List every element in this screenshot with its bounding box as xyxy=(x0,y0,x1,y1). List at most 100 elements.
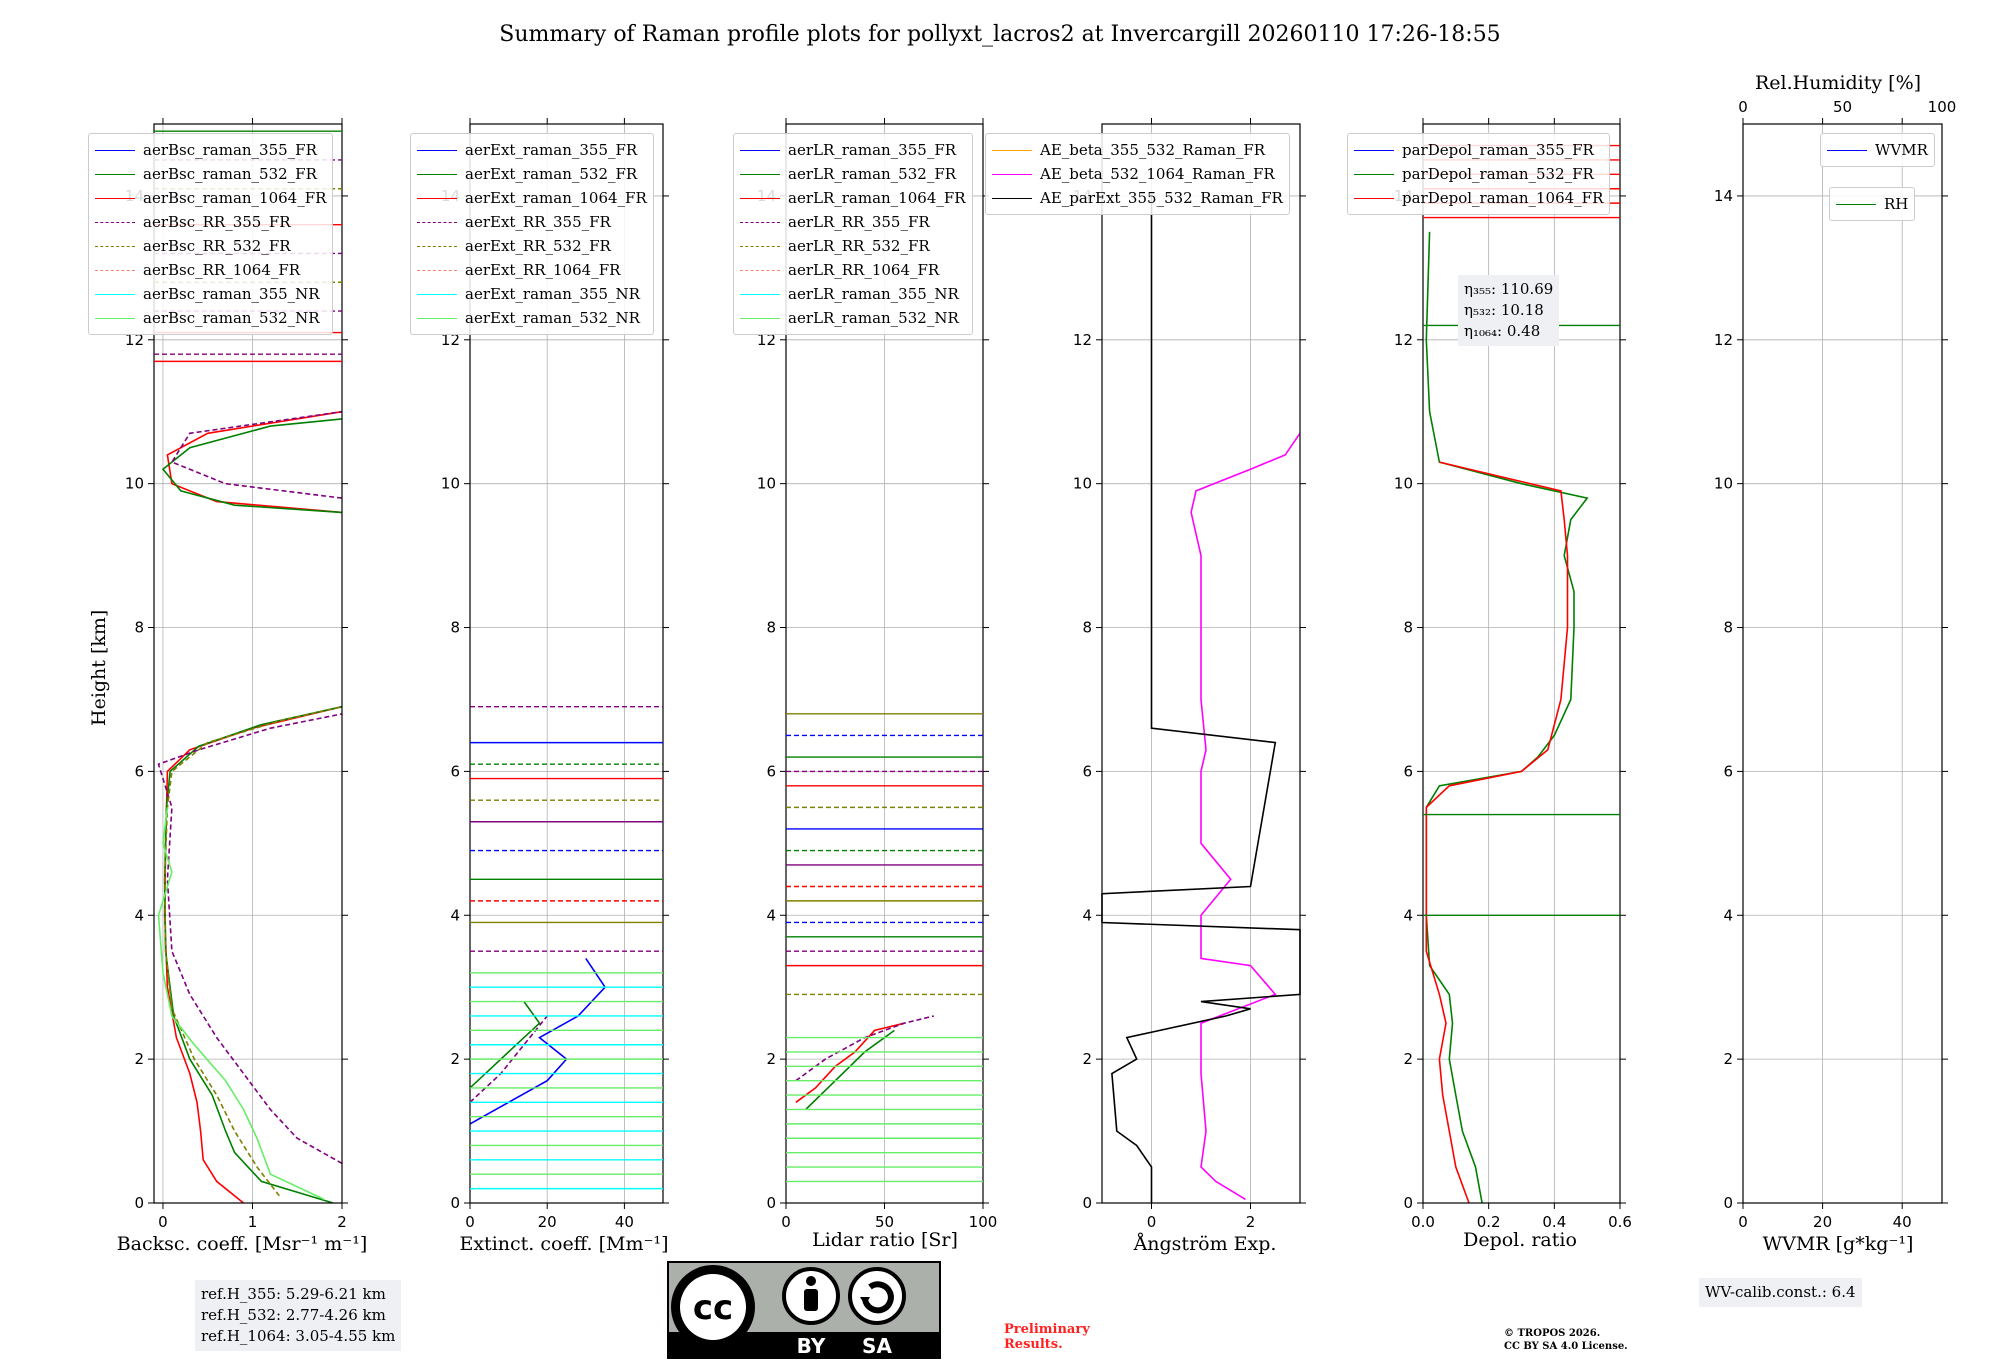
legend-swatch xyxy=(417,173,457,175)
y-tick-label: 4 xyxy=(1403,906,1413,924)
series-aerBsc_cirrus_red xyxy=(166,410,343,514)
y-tick-label: 10 xyxy=(1394,475,1413,493)
series-aerLR_raman_532_FR xyxy=(805,1029,895,1111)
legend-swatch xyxy=(95,293,135,295)
legend-swatch xyxy=(740,221,780,223)
refh-355: ref.H_355: 5.29-6.21 km xyxy=(201,1285,386,1303)
top-xlabel-rh: Rel.Humidity [%] xyxy=(1754,72,1922,94)
y-tick-label: 0 xyxy=(450,1194,460,1212)
x-tick-label: 0.4 xyxy=(1542,1213,1566,1231)
y-tick-label: 8 xyxy=(450,619,460,637)
series-aerLR_RR_355_FR xyxy=(795,1015,934,1082)
y-tick-label: 4 xyxy=(450,906,460,924)
legend-entry: aerLR_raman_532_FR xyxy=(740,162,966,186)
y-tick-label: 6 xyxy=(1082,762,1092,780)
y-tick-label: 6 xyxy=(1403,762,1413,780)
legend-entry: parDepol_raman_532_FR xyxy=(1354,162,1603,186)
y-tick-label: 12 xyxy=(125,331,144,349)
legend-entry: WVMR xyxy=(1827,138,1928,162)
legend-label: aerLR_raman_532_FR xyxy=(788,165,957,183)
top-x-tick-label: 0 xyxy=(1738,98,1748,116)
y-tick-label: 6 xyxy=(450,762,460,780)
axes-frame xyxy=(1742,123,1943,1204)
legend-entry: aerBsc_raman_532_FR xyxy=(95,162,326,186)
legend-swatch xyxy=(1354,173,1394,175)
top-x-tick-label: 50 xyxy=(1833,98,1852,116)
legend-entry: aerBsc_raman_1064_FR xyxy=(95,186,326,210)
legend-label: aerLR_raman_532_NR xyxy=(788,309,959,327)
x-tick-label: 1 xyxy=(248,1213,258,1231)
series-aerBsc_raman_532_NR xyxy=(157,807,325,1201)
legend-label: parDepol_raman_355_FR xyxy=(1402,141,1594,159)
preliminary-line-2: Results. xyxy=(1004,1337,1063,1352)
legend-backscatter: aerBsc_raman_355_FR aerBsc_raman_532_FR ae… xyxy=(88,133,334,335)
legend-swatch xyxy=(992,149,1032,151)
legend-swatch xyxy=(740,245,780,247)
y-tick-label: 10 xyxy=(1714,475,1733,493)
y-tick-label: 10 xyxy=(125,475,144,493)
legend-label: parDepol_raman_1064_FR xyxy=(1402,189,1604,207)
y-tick-label: 2 xyxy=(1723,1050,1733,1068)
eta-355: η₃₅₅: 110.69 xyxy=(1464,280,1554,298)
legend-entry: aerLR_RR_532_FR xyxy=(740,234,966,258)
legend-swatch xyxy=(1827,149,1867,151)
series-AE_beta_532_1064_Raman_FR xyxy=(1190,432,1301,1201)
legend-entry: aerLR_raman_532_NR xyxy=(740,306,966,330)
y-tick-label: 2 xyxy=(766,1050,776,1068)
legend-label: aerLR_RR_355_FR xyxy=(788,213,930,231)
y-tick-label: 12 xyxy=(441,331,460,349)
legend-label: parDepol_raman_532_FR xyxy=(1402,165,1594,183)
eta-1064: η₁₀₆₄: 0.48 xyxy=(1464,322,1541,340)
legend-label: RH xyxy=(1884,195,1909,213)
legend-label: aerBsc_RR_1064_FR xyxy=(143,261,301,279)
y-tick-label: 4 xyxy=(1723,906,1733,924)
series-aerBsc_raman_1064_FR xyxy=(163,705,343,1204)
series-aerBsc_cirrus_purple xyxy=(170,410,343,499)
legend-entry: aerLR_RR_355_FR xyxy=(740,210,966,234)
legend-swatch xyxy=(417,245,457,247)
x-tick-label: 2 xyxy=(1246,1213,1256,1231)
legend-label: aerLR_RR_1064_FR xyxy=(788,261,940,279)
series-AE_parExt_355_532_Raman_FR xyxy=(1101,195,1301,1203)
figure-title: Summary of Raman profile plots for polly… xyxy=(499,22,1501,47)
xlabel-wvmr: WVMR [g*kg⁻¹] xyxy=(1762,1233,1914,1255)
x-tick-label: 0 xyxy=(1738,1213,1748,1231)
y-tick-label: 2 xyxy=(450,1050,460,1068)
y-tick-label: 10 xyxy=(1073,475,1092,493)
x-tick-label: 100 xyxy=(969,1213,998,1231)
legend-entry: AE_beta_355_532_Raman_FR xyxy=(992,138,1283,162)
y-tick-label: 12 xyxy=(757,331,776,349)
legend-depol: parDepol_raman_355_FR parDepol_raman_532_… xyxy=(1347,133,1611,215)
legend-label: aerBsc_RR_355_FR xyxy=(143,213,291,231)
legend-label: aerLR_RR_532_FR xyxy=(788,237,930,255)
y-tick-label: 6 xyxy=(766,762,776,780)
series-aerExt_raman_355_FR xyxy=(469,957,607,1125)
cc-by-sa-logo: cc BY SA xyxy=(667,1261,941,1359)
series-parDepol_raman_532_FR xyxy=(1425,231,1589,1204)
legend-swatch xyxy=(95,317,135,319)
legend-swatch xyxy=(740,293,780,295)
x-tick-label: 0 xyxy=(158,1213,168,1231)
legend-entry: aerBsc_RR_1064_FR xyxy=(95,258,326,282)
legend-swatch xyxy=(740,197,780,199)
series-aerBsc_cirrus_green xyxy=(161,418,343,514)
legend-label: aerLR_raman_355_FR xyxy=(788,141,957,159)
legend-swatch xyxy=(417,221,457,223)
xlabel-backscatter: Backsc. coeff. [Msr⁻¹ m⁻¹] xyxy=(116,1233,368,1255)
refh-532: ref.H_532: 2.77-4.26 km xyxy=(201,1306,386,1324)
series-aerLR_raman_1064_FR xyxy=(795,1022,905,1103)
legend-swatch xyxy=(740,149,780,151)
by-text: BY xyxy=(797,1334,826,1358)
legend-label: aerExt_raman_1064_FR xyxy=(465,189,647,207)
legend-entry: parDepol_raman_355_FR xyxy=(1354,138,1603,162)
legend-swatch xyxy=(992,197,1032,199)
y-tick-label: 4 xyxy=(1082,906,1092,924)
y-tick-label: 8 xyxy=(1082,619,1092,637)
y-tick-label: 0 xyxy=(1403,1194,1413,1212)
legend-entry: aerBsc_raman_532_NR xyxy=(95,306,326,330)
y-axis-label: Height [km] xyxy=(88,609,110,726)
legend-entry: aerLR_RR_1064_FR xyxy=(740,258,966,282)
legend-entry: aerLR_raman_355_FR xyxy=(740,138,966,162)
sa-text: SA xyxy=(862,1334,892,1358)
legend-entry: aerExt_raman_1064_FR xyxy=(417,186,647,210)
